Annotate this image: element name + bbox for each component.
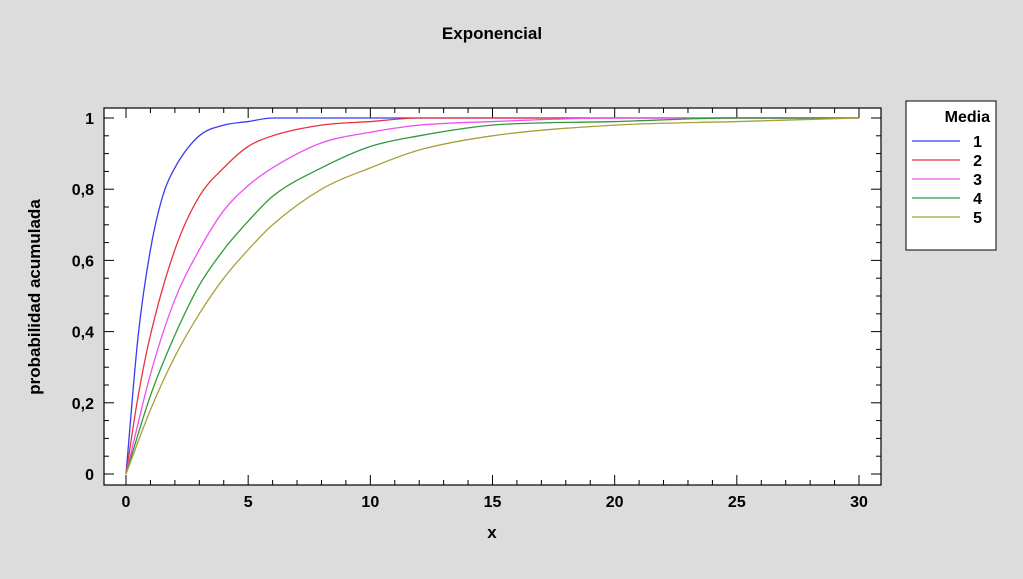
x-tick-label: 10	[361, 494, 379, 511]
x-axis-label: x	[487, 523, 497, 542]
legend-entries: 1 2 3 4 5	[912, 134, 982, 227]
x-tick-label: 0	[122, 494, 131, 511]
series-lines	[125, 117, 860, 475]
y-axis-label: probabilidad acumulada	[25, 199, 44, 395]
chart-title: Exponencial	[442, 24, 542, 43]
plot-area	[103, 107, 882, 486]
x-axis-ticks: 0 5 10 15 20 25 30	[122, 108, 868, 511]
legend-label-1: 1	[973, 134, 982, 151]
y-tick-label: 0,6	[72, 253, 94, 270]
y-tick-label: 0,8	[72, 182, 94, 199]
legend-label-5: 5	[973, 210, 982, 227]
y-tick-label: 0	[85, 467, 94, 484]
legend-label-4: 4	[973, 191, 982, 208]
legend: Media 1 2 3 4 5	[905, 100, 997, 251]
y-tick-label: 0,2	[72, 396, 94, 413]
x-tick-label: 25	[728, 494, 746, 511]
legend-label-3: 3	[973, 172, 982, 189]
series-line-4	[125, 117, 859, 475]
series-line-5	[125, 117, 860, 475]
x-tick-label: 30	[850, 494, 868, 511]
x-tick-label: 15	[484, 494, 502, 511]
x-tick-label: 20	[606, 494, 624, 511]
legend-title: Media	[945, 109, 990, 126]
y-axis-ticks: 0 0,2 0,4 0,6 0,8 1	[72, 111, 881, 484]
series-line-3	[125, 117, 859, 475]
y-tick-label: 0,4	[72, 325, 94, 342]
legend-box	[905, 100, 997, 251]
legend-label-2: 2	[973, 153, 982, 170]
x-tick-label: 5	[244, 494, 253, 511]
y-tick-label: 1	[85, 111, 94, 128]
